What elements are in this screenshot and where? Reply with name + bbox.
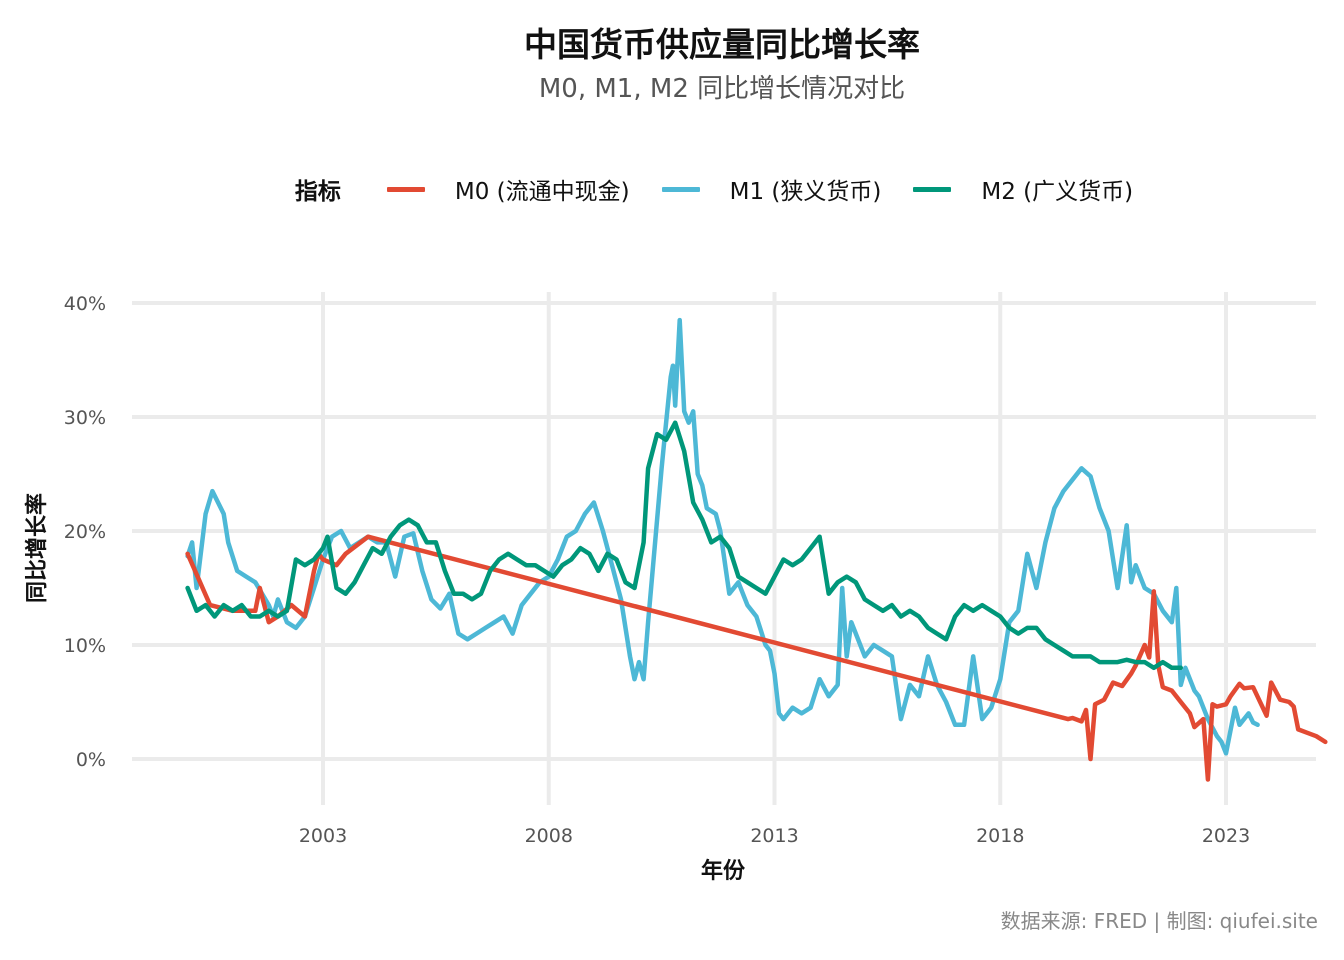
y-tick-label: 10% bbox=[64, 635, 106, 657]
data-source-caption: 数据来源: FRED | 制图: qiufei.site bbox=[1000, 909, 1318, 933]
chart-subtitle: M0, M1, M2 同比增长情况对比 bbox=[538, 74, 906, 104]
x-tick-label: 2018 bbox=[976, 825, 1024, 847]
x-tick-label: 2023 bbox=[1202, 825, 1250, 847]
series-line-m2 bbox=[185, 420, 1184, 671]
legend-item-m0: M0 (流通中现金) bbox=[386, 172, 630, 206]
x-tick-label: 2003 bbox=[299, 825, 347, 847]
x-tick-label: 2013 bbox=[750, 825, 798, 847]
legend-item-m2: M2 (广义货币) bbox=[913, 172, 1133, 206]
x-axis-ticks: 2003 2008 2013 2018 2023 bbox=[299, 825, 1250, 847]
y-tick-label: 20% bbox=[64, 521, 106, 543]
x-axis-title: 年份 bbox=[701, 858, 746, 884]
legend-swatch-m0 bbox=[386, 186, 425, 192]
y-axis-ticks: 0% 10% 20% 30% 40% bbox=[64, 293, 106, 771]
y-axis-title: 同比增长率 bbox=[24, 493, 50, 603]
y-tick-label: 40% bbox=[64, 293, 106, 315]
legend-swatch-m2 bbox=[913, 186, 952, 192]
legend-swatch-m1 bbox=[661, 186, 700, 192]
legend-label-m2: M2 (广义货币) bbox=[981, 179, 1134, 205]
legend-item-m1: M1 (狭义货币) bbox=[661, 172, 882, 206]
x-tick-label: 2008 bbox=[525, 825, 573, 847]
series-lines bbox=[185, 317, 1328, 782]
legend-label-m0: M0 (流通中现金) bbox=[454, 179, 630, 205]
y-tick-label: 0% bbox=[76, 749, 106, 771]
legend: 指标 M0 (流通中现金) M1 (狭义货币) M2 (广义货币) bbox=[0, 172, 1344, 206]
legend-label-m1: M1 (狭义货币) bbox=[729, 179, 882, 205]
chart-title: 中国货币供应量同比增长率 bbox=[524, 25, 920, 64]
y-tick-label: 30% bbox=[64, 407, 106, 429]
legend-title: 指标 bbox=[294, 179, 341, 205]
series-line-m0 bbox=[185, 534, 1328, 782]
